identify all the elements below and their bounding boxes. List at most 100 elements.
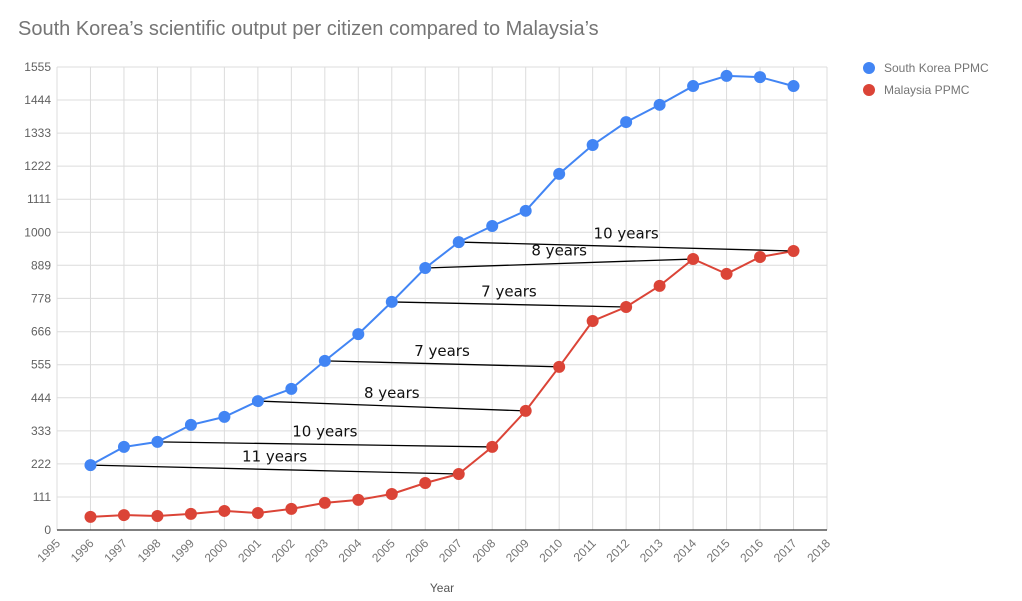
data-point-malaysia [720,267,733,280]
x-tick-label: 2015 [704,536,733,565]
data-point-south-korea [318,354,331,367]
x-tick-label: 2000 [202,536,231,565]
x-tick-label: 2008 [470,536,499,565]
x-tick-label: 2005 [369,536,398,565]
data-point-malaysia [586,314,599,327]
annotation-label: 8 years [531,242,587,260]
y-tick-label: 0 [44,523,51,537]
y-tick-label: 555 [31,358,51,372]
x-tick-label: 2012 [603,536,632,565]
y-tick-label: 444 [31,391,51,405]
data-point-south-korea [385,295,398,308]
y-tick-label: 1222 [24,159,51,173]
data-point-south-korea [419,261,432,274]
data-point-south-korea [151,435,164,448]
data-point-south-korea [452,236,465,249]
y-axis-ticks: 0 111 222 333 444 555 666 778 889 1000 1111 1222 133… [24,60,51,537]
data-point-south-korea [687,80,700,93]
legend-marker-south-korea [863,62,875,74]
x-axis-ticks: 1995 1996 1997 1998 1999 2000 2001 2002 2003 2004… [34,536,833,565]
x-tick-label: 2013 [637,536,666,565]
series-line-south-korea [90,74,794,466]
data-point-malaysia [486,440,499,453]
legend-marker-malaysia [863,84,875,96]
annotation-line [90,464,459,475]
annotation-label: 7 years [481,282,537,300]
x-tick-label: 1997 [101,536,130,565]
annotation-line [157,441,493,448]
data-point-malaysia [352,493,365,506]
annotations: 11 years 10 years 8 years 7 years 7 years 8 y… [90,225,794,475]
x-tick-label: 1999 [168,536,197,565]
data-point-south-korea [653,98,666,111]
data-point-south-korea [519,204,532,217]
legend-label-south-korea: South Korea PPMC [884,61,989,75]
data-point-south-korea [586,139,599,152]
x-tick-label: 1996 [68,536,97,565]
x-tick-label: 2007 [436,536,465,565]
data-point-malaysia [754,250,767,263]
data-point-south-korea [218,410,231,423]
data-point-south-korea [486,219,499,232]
data-point-malaysia [553,360,566,373]
data-point-malaysia [285,502,298,515]
annotation-line [458,241,794,252]
y-tick-label: 1000 [24,225,51,239]
data-point-south-korea [787,80,800,93]
x-tick-label: 2011 [571,536,599,564]
annotation-line [324,360,560,368]
x-tick-label: 2010 [537,536,566,565]
data-point-south-korea [251,395,264,408]
data-point-south-korea [620,116,633,129]
x-axis-label: Year [430,581,454,595]
data-point-malaysia [419,476,432,489]
y-tick-label: 111 [33,490,52,504]
x-tick-label: 2018 [804,536,833,565]
y-tick-label: 333 [31,424,51,438]
data-point-south-korea [117,440,130,453]
x-tick-label: 1995 [34,536,63,565]
x-tick-label: 1998 [135,536,164,565]
annotation-line [425,258,694,269]
y-tick-label: 1111 [27,192,51,206]
annotation-label: 8 years [364,384,420,402]
data-point-south-korea [553,167,566,180]
chart-title: South Korea’s scientific output per citi… [18,18,599,40]
y-tick-label: 222 [31,457,51,471]
x-tick-label: 2006 [403,536,432,565]
legend-label-malaysia: Malaysia PPMC [884,83,970,97]
data-point-malaysia [385,487,398,500]
annotation-line [257,400,526,412]
data-point-malaysia [787,245,800,258]
annotation-label: 10 years [292,422,357,440]
data-point-malaysia [620,300,633,313]
series-line-malaysia [90,250,794,518]
y-tick-label: 889 [31,258,51,272]
data-point-malaysia [519,404,532,417]
y-tick-label: 1555 [24,60,51,74]
x-tick-label: 2001 [235,536,264,565]
series-lines [90,74,794,518]
data-point-malaysia [251,507,264,520]
x-tick-label: 2017 [771,536,800,565]
data-point-south-korea [285,382,298,395]
y-tick-label: 666 [31,325,51,339]
x-tick-label: 2014 [670,536,699,565]
data-point-malaysia [452,468,465,481]
annotation-line [391,301,627,308]
data-point-malaysia [84,510,97,523]
data-point-malaysia [318,496,331,509]
annotation-label: 10 years [594,225,659,243]
data-point-south-korea [184,418,197,431]
legend: South Korea PPMC Malaysia PPMC [863,61,989,97]
x-tick-label: 2003 [302,536,331,565]
y-tick-label: 1444 [24,93,51,107]
series-points [84,69,800,523]
annotation-label: 7 years [414,342,470,360]
x-tick-label: 2004 [336,536,365,565]
data-point-malaysia [184,507,197,520]
data-point-malaysia [653,279,666,292]
x-tick-label: 2009 [503,536,532,565]
data-point-south-korea [754,71,767,84]
